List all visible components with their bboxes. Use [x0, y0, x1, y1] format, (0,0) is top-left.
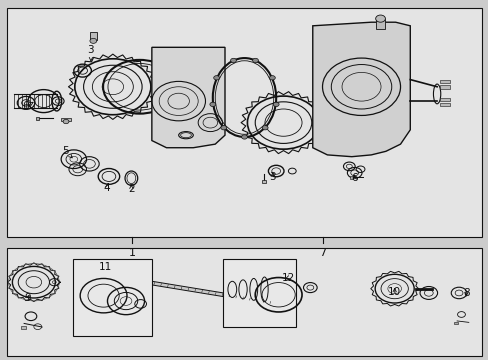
Circle shape	[90, 39, 97, 43]
Circle shape	[273, 102, 279, 107]
Text: 8: 8	[462, 288, 468, 298]
Text: 11: 11	[99, 262, 112, 272]
Bar	[439, 85, 449, 89]
Bar	[6, 248, 482, 356]
Circle shape	[252, 58, 258, 63]
Text: 4: 4	[103, 183, 110, 193]
Text: 1: 1	[128, 248, 136, 258]
Bar	[261, 180, 266, 183]
Circle shape	[213, 76, 219, 80]
Text: 6: 6	[351, 173, 357, 183]
Bar	[349, 176, 352, 179]
Circle shape	[209, 102, 215, 107]
Text: 10: 10	[387, 287, 401, 297]
Circle shape	[230, 58, 236, 63]
Bar	[6, 8, 482, 237]
Circle shape	[241, 135, 247, 139]
Text: 12: 12	[281, 273, 294, 283]
Polygon shape	[312, 22, 409, 157]
Bar	[61, 118, 71, 121]
Circle shape	[262, 126, 267, 130]
Bar	[439, 80, 449, 83]
Bar	[222, 259, 295, 327]
Text: 6: 6	[22, 102, 33, 112]
Text: 7: 7	[318, 248, 325, 258]
Polygon shape	[152, 47, 224, 148]
Bar	[90, 32, 97, 40]
Bar	[21, 326, 26, 329]
Bar	[73, 259, 152, 336]
Text: 2: 2	[128, 184, 134, 194]
Text: 3: 3	[269, 172, 276, 182]
Circle shape	[375, 15, 385, 22]
Circle shape	[221, 126, 226, 130]
Bar	[453, 321, 457, 324]
Circle shape	[63, 120, 69, 124]
Text: 9: 9	[24, 293, 31, 303]
Text: 5: 5	[61, 145, 72, 158]
Polygon shape	[150, 281, 274, 305]
Text: 3: 3	[87, 45, 94, 61]
Circle shape	[269, 76, 275, 80]
Bar	[439, 103, 449, 107]
Bar	[375, 19, 384, 30]
Bar	[36, 117, 39, 120]
Bar	[439, 98, 449, 101]
